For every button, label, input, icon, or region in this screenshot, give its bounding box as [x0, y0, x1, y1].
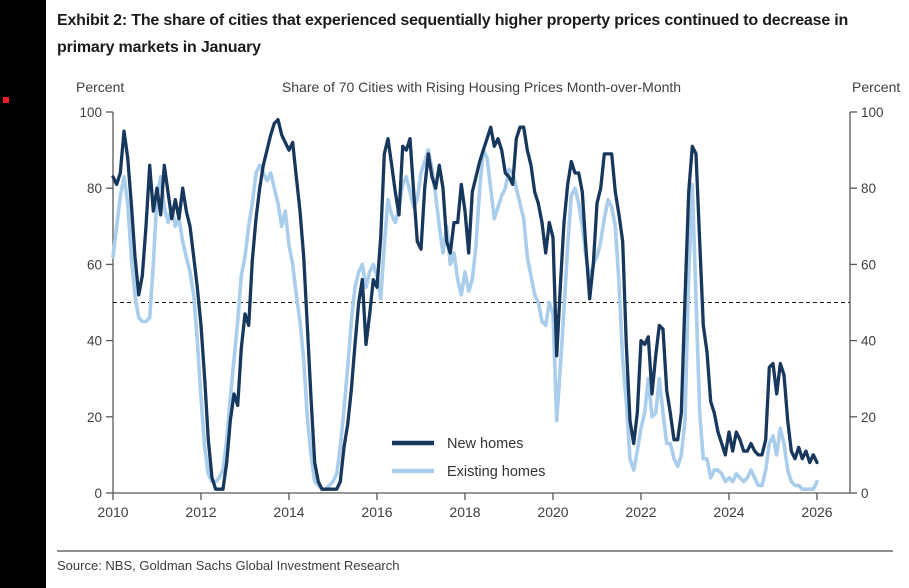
x-axis-label: 2016	[361, 504, 392, 520]
x-axis-label: 2020	[537, 504, 568, 520]
percent-label-right: Percent	[852, 79, 901, 95]
y-axis-label-left: 80	[87, 181, 102, 196]
x-axis-label: 2018	[449, 504, 480, 520]
exhibit-title-line2: to decrease in primary markets in Januar…	[57, 12, 849, 56]
accent-square	[3, 97, 9, 103]
y-axis-label-right: 20	[861, 410, 876, 425]
x-axis-label: 2012	[185, 504, 216, 520]
y-axis-label-right: 40	[861, 334, 876, 349]
x-axis-label: 2010	[97, 504, 128, 520]
series-line-existing-homes	[111, 148, 819, 492]
sidebar	[0, 0, 46, 588]
x-axis-label: 2014	[273, 504, 304, 520]
exhibit-title: Exhibit 2: The share of cities that expe…	[57, 7, 885, 61]
exhibit-title-line1: Exhibit 2: The share of cities that expe…	[57, 12, 740, 29]
percent-label-left: Percent	[76, 79, 125, 95]
x-axis-label: 2024	[713, 504, 744, 520]
x-axis-label: 2026	[801, 504, 832, 520]
series-line-new-homes	[111, 117, 819, 491]
y-axis-label-left: 100	[79, 105, 102, 120]
y-axis-label-right: 60	[861, 257, 876, 272]
legend-label-existing-homes: Existing homes	[447, 464, 545, 480]
y-axis-label-right: 0	[861, 486, 869, 501]
legend: New homes Existing homes	[392, 436, 545, 480]
legend-label-new-homes: New homes	[447, 436, 524, 452]
y-axis-label-left: 60	[87, 257, 102, 272]
y-axis-label-left: 40	[87, 334, 102, 349]
y-axis-label-right: 100	[861, 105, 884, 120]
y-axis-label-left: 0	[94, 486, 102, 501]
source-text: Source: NBS, Goldman Sachs Global Invest…	[57, 558, 400, 573]
series-layer	[111, 117, 819, 492]
x-axis-label: 2022	[625, 504, 656, 520]
source-divider	[57, 550, 893, 552]
y-axis-label-left: 20	[87, 410, 102, 425]
y-axis-label-right: 80	[861, 181, 876, 196]
chart-panel-title: Share of 70 Cities with Rising Housing P…	[281, 79, 682, 95]
